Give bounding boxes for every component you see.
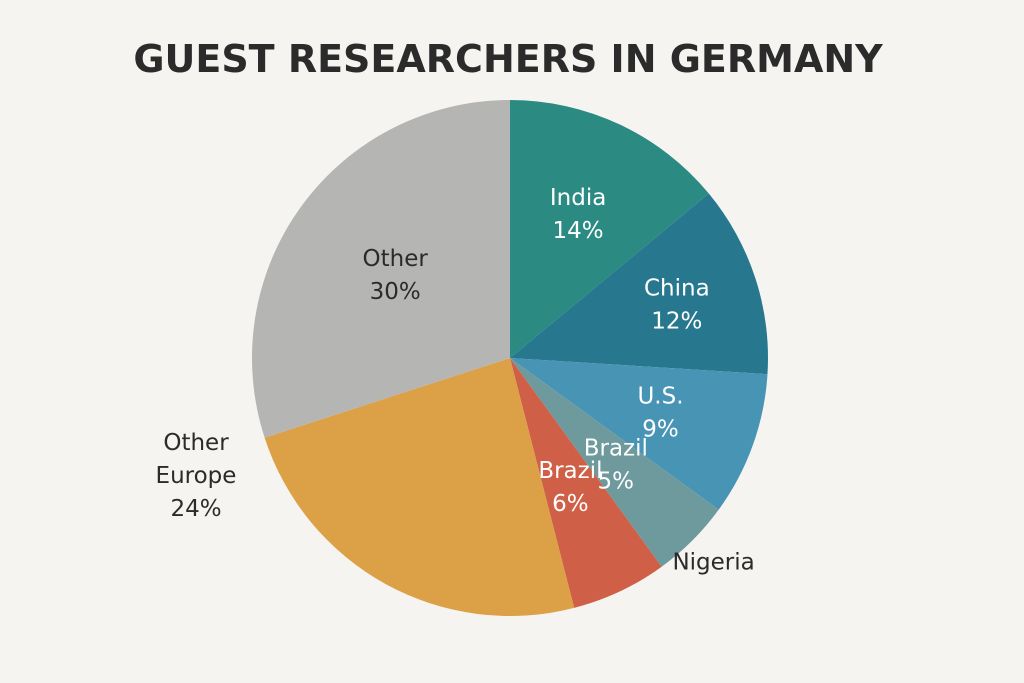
pie-labels: India 14% China 12% U.S. 9%Brazil 5%Brazil 6% Ot… xyxy=(156,185,755,576)
slice-label-india-0: India 14% xyxy=(550,185,606,244)
annotation-nigeria: Nigeria xyxy=(672,550,754,576)
pie-slice-brazil-3 xyxy=(510,358,719,567)
slice-label-china-1: China 12% xyxy=(644,275,710,334)
pie-slice-other-6 xyxy=(252,100,511,438)
pie-slice-u-s-2 xyxy=(510,358,768,510)
slice-label-brazil-3: Brazil 5% xyxy=(584,435,648,494)
pie-slice-other-europe-5 xyxy=(264,358,575,616)
pie-slice-india-0 xyxy=(510,100,709,358)
slice-label-other-6: Other 30% xyxy=(363,246,429,305)
pie-slices xyxy=(252,100,768,616)
slice-label-brazil-4: Brazil 6% xyxy=(538,458,602,517)
chart-title: GUEST RESEARCHERS IN GERMANY xyxy=(133,37,883,81)
pie-slice-brazil-4 xyxy=(510,358,662,608)
pie-slice-china-1 xyxy=(510,193,768,375)
slice-label-u-s-2: U.S. 9% xyxy=(637,384,683,443)
slice-label-other-europe-5: Other Europe 24% xyxy=(156,430,237,522)
